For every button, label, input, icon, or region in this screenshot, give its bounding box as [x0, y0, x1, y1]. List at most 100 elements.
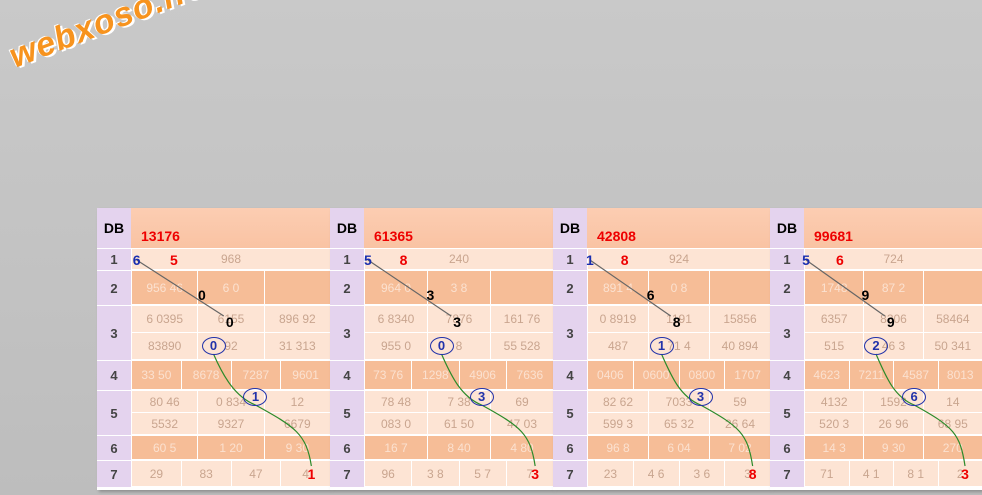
db-row: DB 13176 — [97, 208, 330, 248]
prize-label: 2 — [97, 271, 131, 305]
number-cell: 26 64 — [709, 413, 770, 435]
prize-line: 240 — [364, 249, 553, 270]
prize-row: 7 29 83 47 4 — [97, 460, 330, 487]
highlight-digit: 5 — [364, 252, 372, 268]
prize-line: 29 83 47 4 — [131, 461, 330, 487]
number-cell: 83 — [180, 461, 231, 487]
number-cell: 60 5 — [131, 436, 198, 460]
number-cell: 5532 — [131, 413, 198, 435]
number-cell: 1707 — [724, 361, 770, 390]
prize-row: 4 4623 7211 4587 8013 — [770, 360, 982, 390]
prize-row: 2 956 46 6 0 — [97, 270, 330, 305]
prize-row: 4 0406 0600 0800 1707 — [553, 360, 770, 390]
number-cell: 87 2 — [863, 271, 923, 305]
number-cell: 73 76 — [364, 361, 412, 390]
prize-label: 6 — [97, 436, 131, 460]
number-cell: 96 — [364, 461, 412, 487]
db-row: DB 61365 — [330, 208, 553, 248]
prize-line: 956 46 6 0 — [131, 271, 330, 305]
number-cell: 47 — [230, 461, 281, 487]
prize-body: 1748 87 2 — [804, 271, 982, 305]
prize-line: 599 3 65 32 26 64 — [587, 413, 770, 435]
number-cell: 7 02 — [709, 436, 770, 460]
prize-label: 5 — [97, 391, 131, 435]
number-cell: 270 — [922, 436, 982, 460]
highlight-digit: 3 — [469, 388, 494, 406]
number-cell: 7287 — [230, 361, 281, 390]
prize-body: 924 — [587, 249, 770, 270]
prize-line: 515 46 3 50 341 — [804, 333, 982, 360]
prize-row: 4 33 50 8678 7287 9601 — [97, 360, 330, 390]
prize-row: 1 968 — [97, 248, 330, 270]
number-cell: 12 — [263, 391, 330, 413]
number-cell: 5 7 — [458, 461, 506, 487]
number-cell: 4 — [280, 461, 330, 487]
prize-line: 82 62 7033 59 — [587, 391, 770, 413]
number-cell: 7 — [505, 461, 553, 487]
prize-line: 1748 87 2 — [804, 271, 982, 305]
number-cell: 31 313 — [263, 333, 330, 360]
prize-line: 083 0 61 50 47 03 — [364, 413, 553, 435]
number-cell: 1 20 — [197, 436, 264, 460]
db-label: DB — [770, 208, 804, 248]
prize-body: 956 46 6 0 — [131, 271, 330, 305]
prize-line: 78 48 7 38 69 — [364, 391, 553, 413]
prize-line: 73 76 1298 4906 7636 — [364, 361, 553, 390]
number-cell: 924 — [587, 249, 770, 270]
prize-label: 4 — [330, 361, 364, 390]
prize-label: 2 — [330, 271, 364, 305]
highlight-digit: 3 — [426, 287, 435, 303]
prize-row: 5 78 48 7 38 69 083 0 61 50 47 03 — [330, 390, 553, 435]
prize-label: 4 — [553, 361, 587, 390]
number-cell: 68 95 — [922, 413, 982, 435]
prize-label: 7 — [770, 461, 804, 487]
number-cell: 82 62 — [587, 391, 648, 413]
number-cell: 14 3 — [804, 436, 864, 460]
db-value: 61365 — [374, 228, 413, 244]
highlight-digit: 9 — [861, 287, 870, 303]
number-cell: 7211 — [848, 361, 893, 390]
number-cell: 47 03 — [490, 413, 553, 435]
number-cell: 8013 — [937, 361, 982, 390]
number-cell: 964 0 — [364, 271, 427, 305]
number-cell: 83890 — [131, 333, 198, 360]
number-cell: 50 341 — [922, 333, 982, 360]
highlight-digit: 0 — [197, 287, 206, 303]
prize-line: 968 — [131, 249, 330, 270]
prize-body: 33 50 8678 7287 9601 — [131, 361, 330, 390]
number-cell: 8 1 — [893, 461, 938, 487]
number-cell: 6357 — [804, 306, 864, 333]
prize-label: 3 — [97, 306, 131, 360]
prize-label: 1 — [330, 249, 364, 270]
prize-line: 0406 0600 0800 1707 — [587, 361, 770, 390]
highlight-digit: 3 — [961, 466, 969, 482]
prize-body: 968 — [131, 249, 330, 270]
highlight-digit: 9 — [886, 314, 895, 330]
prize-line: 33 50 8678 7287 9601 — [131, 361, 330, 390]
prize-row: 5 4132 1592 14 520 3 26 96 68 95 — [770, 390, 982, 435]
prize-body: 240 — [364, 249, 553, 270]
highlight-digit: 5 — [802, 252, 810, 268]
number-cell: 896 92 — [263, 306, 330, 333]
prize-row: 5 80 46 0 834 12 5532 9327 6679 — [97, 390, 330, 435]
number-cell — [709, 271, 770, 305]
number-cell: 96 8 — [587, 436, 648, 460]
highlight-digit: 6 — [902, 388, 927, 406]
prize-line: 520 3 26 96 68 95 — [804, 413, 982, 435]
number-cell: 599 3 — [587, 413, 648, 435]
